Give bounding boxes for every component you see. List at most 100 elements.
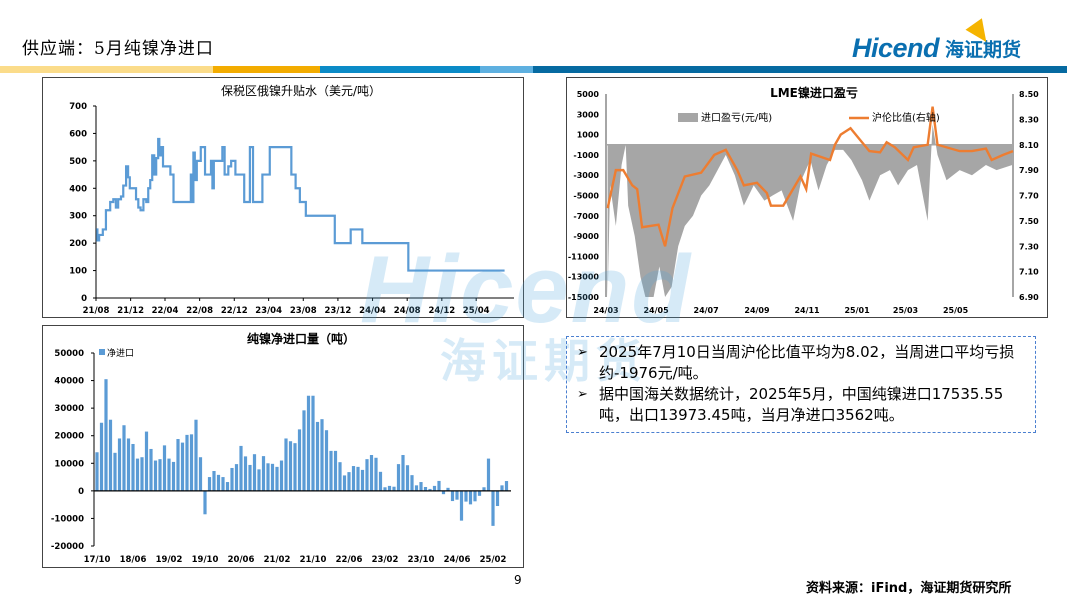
y-tick-label: 0 — [78, 487, 84, 497]
net-import-bar — [432, 485, 437, 491]
y-tick-label: 500 — [69, 157, 87, 167]
net-import-bar — [311, 395, 315, 491]
x-tick-label: 25/02 — [480, 555, 507, 565]
x-tick-label: 22/12 — [221, 306, 248, 316]
net-import-bar — [221, 477, 225, 491]
chart-title: 保税区俄镍升贴水（美元/吨） — [221, 84, 381, 98]
premium-line — [96, 137, 505, 272]
net-import-bar — [180, 442, 185, 491]
net-import-bar — [171, 461, 176, 491]
x-tick-label: 22/08 — [186, 306, 213, 316]
x-tick-label: 25/03 — [893, 306, 918, 315]
left-tick-label: -13000 — [568, 273, 600, 282]
logo-text-cn: 海证期货 — [945, 39, 1022, 61]
net-import-bar — [104, 379, 108, 491]
net-import-bar — [405, 465, 410, 491]
net-import-bar — [149, 448, 153, 491]
left-tick-label: -1000 — [573, 151, 599, 160]
net-import-bar — [414, 485, 419, 491]
net-import-bar — [342, 475, 347, 491]
x-tick-label: 22/06 — [336, 555, 363, 565]
x-tick-label: 23/02 — [372, 555, 399, 565]
summary-item: ➢ 2025年7月10日当周沪伦比值平均为8.02，当周进口平均亏损约-1976… — [577, 342, 1027, 384]
net-import-bar — [378, 471, 383, 491]
net-import-bar — [185, 434, 189, 491]
slide-title: 供应端：5月纯镍净进口 — [22, 39, 214, 59]
net-import-bar — [410, 475, 414, 491]
left-tick-label: 3000 — [577, 110, 600, 119]
chart-net-import-svg: 纯镍净进口量（吨） 50000 40000 30000 20000 10000 0 -1000… — [51, 331, 511, 565]
net-import-bar — [126, 438, 131, 491]
legend-swatch — [99, 349, 105, 355]
x-tick-label: 23/12 — [325, 306, 352, 316]
net-import-bar — [504, 481, 509, 491]
net-import-bar — [428, 488, 432, 491]
y-tick-label: -10000 — [51, 514, 84, 524]
net-import-bar — [482, 487, 486, 491]
data-source: 资料来源：iFind，海证期货研究所 — [806, 581, 1012, 596]
legend-label-profit: 进口盈亏(元/吨) — [701, 111, 772, 124]
net-import-bar — [203, 490, 207, 515]
net-import-bar — [365, 459, 369, 491]
x-tick-label: 21/12 — [117, 306, 144, 316]
right-tick-label: 8.10 — [1019, 141, 1039, 150]
net-import-bar — [135, 458, 140, 491]
x-tick-label: 23/08 — [290, 306, 317, 316]
net-import-bar — [351, 466, 356, 491]
net-import-bar — [212, 471, 216, 491]
right-tick-label: 6.90 — [1019, 293, 1039, 302]
net-import-bar — [153, 460, 158, 491]
left-tick-label: -11000 — [568, 252, 600, 261]
x-tick-label: 24/03 — [593, 306, 618, 315]
net-import-bar — [158, 459, 162, 491]
legend-swatch-profit — [678, 113, 698, 122]
summary-box: ➢ 2025年7月10日当周沪伦比值平均为8.02，当周进口平均亏损约-1976… — [566, 336, 1036, 433]
y-tick-label: 40000 — [54, 377, 84, 387]
net-import-bar — [279, 460, 284, 491]
y-tick-label: 10000 — [54, 459, 84, 469]
header-stripe-2 — [213, 66, 320, 73]
right-tick-label: 7.50 — [1019, 217, 1039, 226]
net-import-bar — [297, 429, 302, 491]
net-import-bar — [486, 458, 491, 491]
net-import-bar — [473, 490, 477, 502]
net-import-bar — [441, 490, 446, 495]
ratio-line — [606, 106, 1014, 247]
net-import-bar — [347, 472, 351, 491]
net-import-bar — [194, 419, 198, 491]
net-import-bar — [225, 482, 230, 491]
net-import-bar — [252, 454, 257, 491]
x-tick-label: 18/06 — [120, 555, 147, 565]
y-tick-label: 300 — [69, 212, 87, 222]
y-tick-label: 100 — [69, 267, 87, 277]
x-tick-label: 25/04 — [463, 306, 490, 316]
x-tick-label: 21/10 — [300, 555, 327, 565]
x-tick-label: 21/08 — [83, 306, 110, 316]
x-tick-label: 17/10 — [84, 555, 111, 565]
import-profit-area — [607, 124, 1013, 297]
chart-lme-import-profit: LME镍进口盈亏 进口盈亏(元/吨) 沪伦比值(右轴) 5000 3000 1000 -10… — [566, 77, 1048, 318]
right-tick-label: 7.90 — [1019, 166, 1039, 175]
net-import-bar — [320, 419, 324, 491]
left-tick-label: 1000 — [577, 131, 600, 140]
x-tick-label: 20/06 — [228, 555, 255, 565]
x-tick-label: 24/05 — [643, 306, 669, 315]
y-tick-label: 400 — [69, 184, 87, 194]
chart-bonded-premium: 保税区俄镍升贴水（美元/吨） 0 100 200 300 400 500 600 700 21/0… — [42, 77, 524, 318]
net-import-bar — [306, 395, 311, 491]
x-tick-label: 25/01 — [844, 306, 870, 315]
legend-label: 净进口 — [107, 347, 134, 359]
net-import-bar — [216, 474, 221, 491]
net-import-bar — [234, 464, 239, 491]
net-import-bar — [95, 452, 99, 491]
x-tick-label: 24/04 — [359, 306, 386, 316]
net-import-bar — [198, 457, 203, 491]
net-import-bar — [167, 458, 171, 491]
right-tick-label: 8.30 — [1019, 115, 1039, 124]
net-import-bar — [239, 445, 243, 491]
header-stripe-3 — [320, 66, 480, 73]
right-tick-label: 7.10 — [1019, 268, 1039, 277]
net-import-bar — [270, 463, 275, 491]
net-import-bar — [275, 466, 279, 491]
